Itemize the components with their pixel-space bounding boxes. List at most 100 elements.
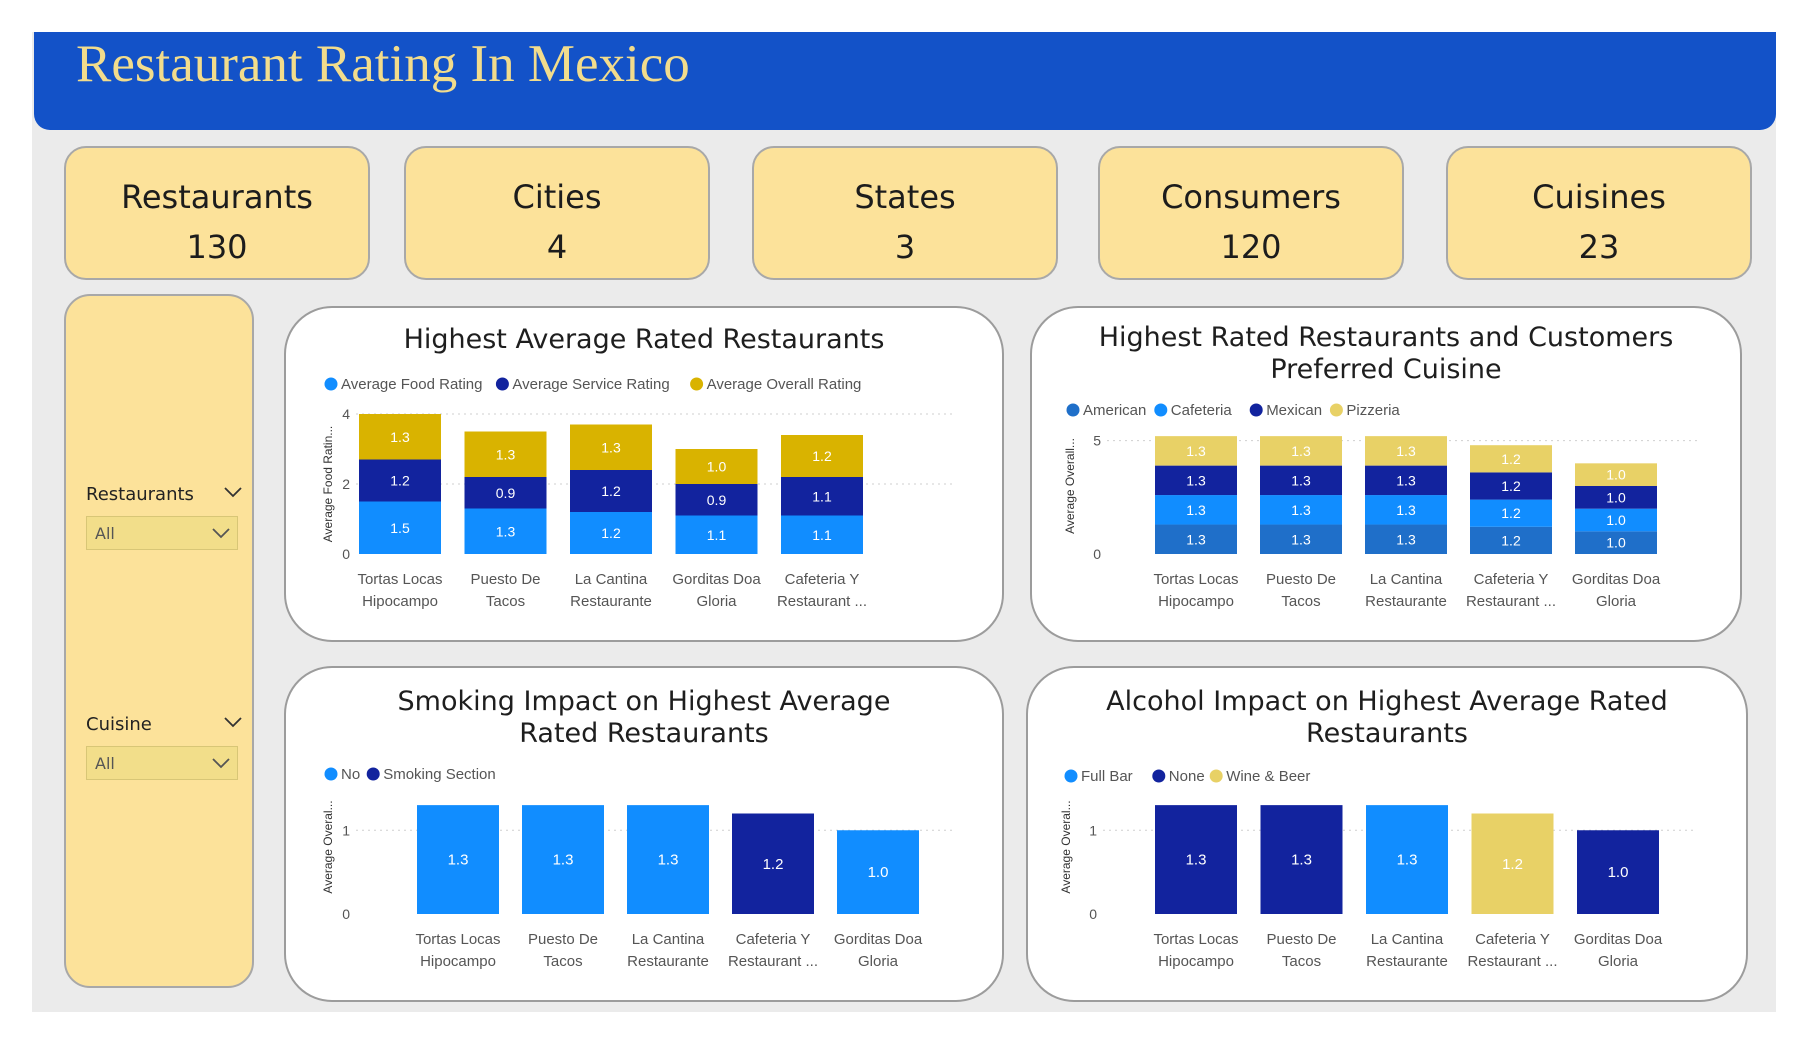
x-tick-label: Tortas Locas	[415, 931, 500, 948]
x-tick-label: Gloria	[696, 593, 737, 610]
chevron-down-icon	[212, 758, 230, 769]
bar-segment	[1575, 486, 1657, 509]
x-tick-label: Hipocampo	[362, 593, 438, 610]
bar-segment	[570, 470, 652, 512]
data-label: 1.3	[1186, 443, 1206, 459]
data-label: 1.3	[1291, 472, 1311, 488]
chart-panel-highest-average-rated[interactable]: Highest Average Rated Restaurants Averag…	[284, 306, 1004, 642]
legend-marker	[690, 377, 704, 391]
report-title: Restaurant Rating In Mexico	[76, 35, 690, 93]
legend-marker	[495, 377, 509, 391]
legend-marker	[1209, 769, 1223, 783]
bar-segment	[359, 501, 441, 554]
data-label: 1.2	[601, 483, 621, 499]
x-tick-label: Hipocampo	[1158, 953, 1234, 970]
data-label: 1.3	[496, 523, 516, 539]
cuisine-dropdown-value: All	[95, 754, 115, 773]
chevron-down-icon[interactable]	[222, 484, 244, 500]
kpi-card-cities[interactable]: Cities 4	[404, 146, 710, 280]
cuisine-dropdown[interactable]: All	[86, 746, 238, 780]
chart-title: Smoking Impact on Highest Average Rated …	[397, 686, 891, 749]
data-label: 1.0	[1608, 864, 1629, 881]
x-tick-label: Gorditas Doa	[834, 931, 923, 948]
bar	[732, 813, 814, 914]
data-label: 1.2	[1502, 856, 1523, 873]
y-tick-label: 0	[1089, 906, 1097, 922]
legend-label: Wine & Beer	[1226, 768, 1310, 785]
bar-segment	[359, 459, 441, 502]
x-tick-label: Restaurante	[570, 593, 652, 610]
bar	[522, 805, 604, 914]
data-label: 1.2	[763, 856, 784, 873]
bar-segment	[1155, 436, 1237, 466]
chart-title: Highest Average Rated Restaurants	[403, 324, 885, 355]
legend-label: Average Service Rating	[512, 376, 669, 393]
x-tick-label: Tacos	[486, 593, 525, 610]
chart-panel-smoking-impact[interactable]: Smoking Impact on Highest Average Rated …	[284, 666, 1004, 1002]
kpi-card-states[interactable]: States 3	[752, 146, 1058, 280]
x-tick-label: Hipocampo	[420, 953, 496, 970]
kpi-card-cuisines[interactable]: Cuisines 23	[1446, 146, 1752, 280]
x-tick-label: Cafeteria Y	[785, 571, 860, 588]
x-tick-label: Puesto De	[470, 571, 540, 588]
legend-label: No	[341, 766, 360, 783]
x-tick-label: Gloria	[858, 953, 899, 970]
bar-segment	[675, 515, 758, 554]
data-label: 1.2	[1501, 532, 1521, 548]
legend-marker	[1152, 769, 1166, 783]
data-label: 1.3	[1186, 472, 1206, 488]
data-label: 1.1	[812, 488, 832, 504]
legend-label: Mexican	[1266, 402, 1322, 419]
x-tick-label: La Cantina	[632, 931, 705, 948]
bar-segment	[359, 414, 441, 460]
x-tick-label: La Cantina	[1370, 571, 1443, 588]
bar-segment	[1260, 465, 1342, 496]
bar-segment	[1575, 531, 1657, 554]
kpi-label: States	[854, 178, 956, 216]
data-label: 1.3	[448, 852, 469, 869]
data-label: 1.3	[1396, 531, 1416, 547]
y-tick-label: 1	[1089, 822, 1097, 838]
kpi-card-restaurants[interactable]: Restaurants 130	[64, 146, 370, 280]
legend-label: American	[1083, 402, 1146, 419]
bar-segment	[781, 477, 863, 516]
data-label: 1.1	[812, 527, 832, 543]
chart-panel-preferred-cuisine[interactable]: Highest Rated Restaurants and Customers …	[1030, 306, 1742, 642]
data-label: 1.3	[601, 439, 621, 455]
bar-segment	[1155, 524, 1237, 554]
data-label: 1.5	[390, 520, 410, 536]
bar-segment	[464, 431, 547, 477]
bar-segment	[781, 515, 863, 554]
x-tick-label: La Cantina	[575, 571, 648, 588]
chart-panel-alcohol-impact[interactable]: Alcohol Impact on Highest Average Rated …	[1026, 666, 1748, 1002]
x-tick-label: Restaurant ...	[777, 593, 867, 610]
x-tick-label: Gorditas Doa	[1574, 931, 1663, 948]
data-label: 1.0	[1606, 489, 1626, 505]
bar	[1366, 805, 1448, 914]
y-tick-label: 0	[342, 906, 350, 922]
bar	[1577, 830, 1659, 914]
data-label: 1.3	[1186, 502, 1206, 518]
bar-segment	[781, 435, 863, 477]
x-tick-label: Gorditas Doa	[1572, 571, 1661, 588]
legend-marker	[1154, 403, 1168, 417]
legend-marker	[1066, 403, 1080, 417]
data-label: 1.3	[1397, 852, 1418, 869]
data-label: 1.2	[390, 473, 410, 489]
data-label: 0.9	[496, 485, 516, 501]
kpi-value: 4	[546, 228, 568, 266]
chevron-down-icon[interactable]	[222, 714, 244, 730]
kpi-label: Consumers	[1161, 178, 1341, 216]
data-label: 1.3	[390, 429, 410, 445]
data-label: 1.3	[1396, 443, 1416, 459]
x-tick-label: Puesto De	[1266, 931, 1336, 948]
y-tick-label: 1	[342, 822, 350, 838]
bar-segment	[1365, 495, 1447, 525]
x-tick-label: Restaurant ...	[1467, 953, 1557, 970]
kpi-card-consumers[interactable]: Consumers 120	[1098, 146, 1404, 280]
x-tick-label: Restaurant ...	[728, 953, 818, 970]
x-tick-label: Restaurante	[1366, 953, 1448, 970]
chart-svg: American Cafeteria Mexican Pizzeria 0 5 Averag…	[1063, 402, 1697, 610]
x-tick-label: Hipocampo	[1158, 593, 1234, 610]
restaurants-dropdown[interactable]: All	[86, 516, 238, 550]
